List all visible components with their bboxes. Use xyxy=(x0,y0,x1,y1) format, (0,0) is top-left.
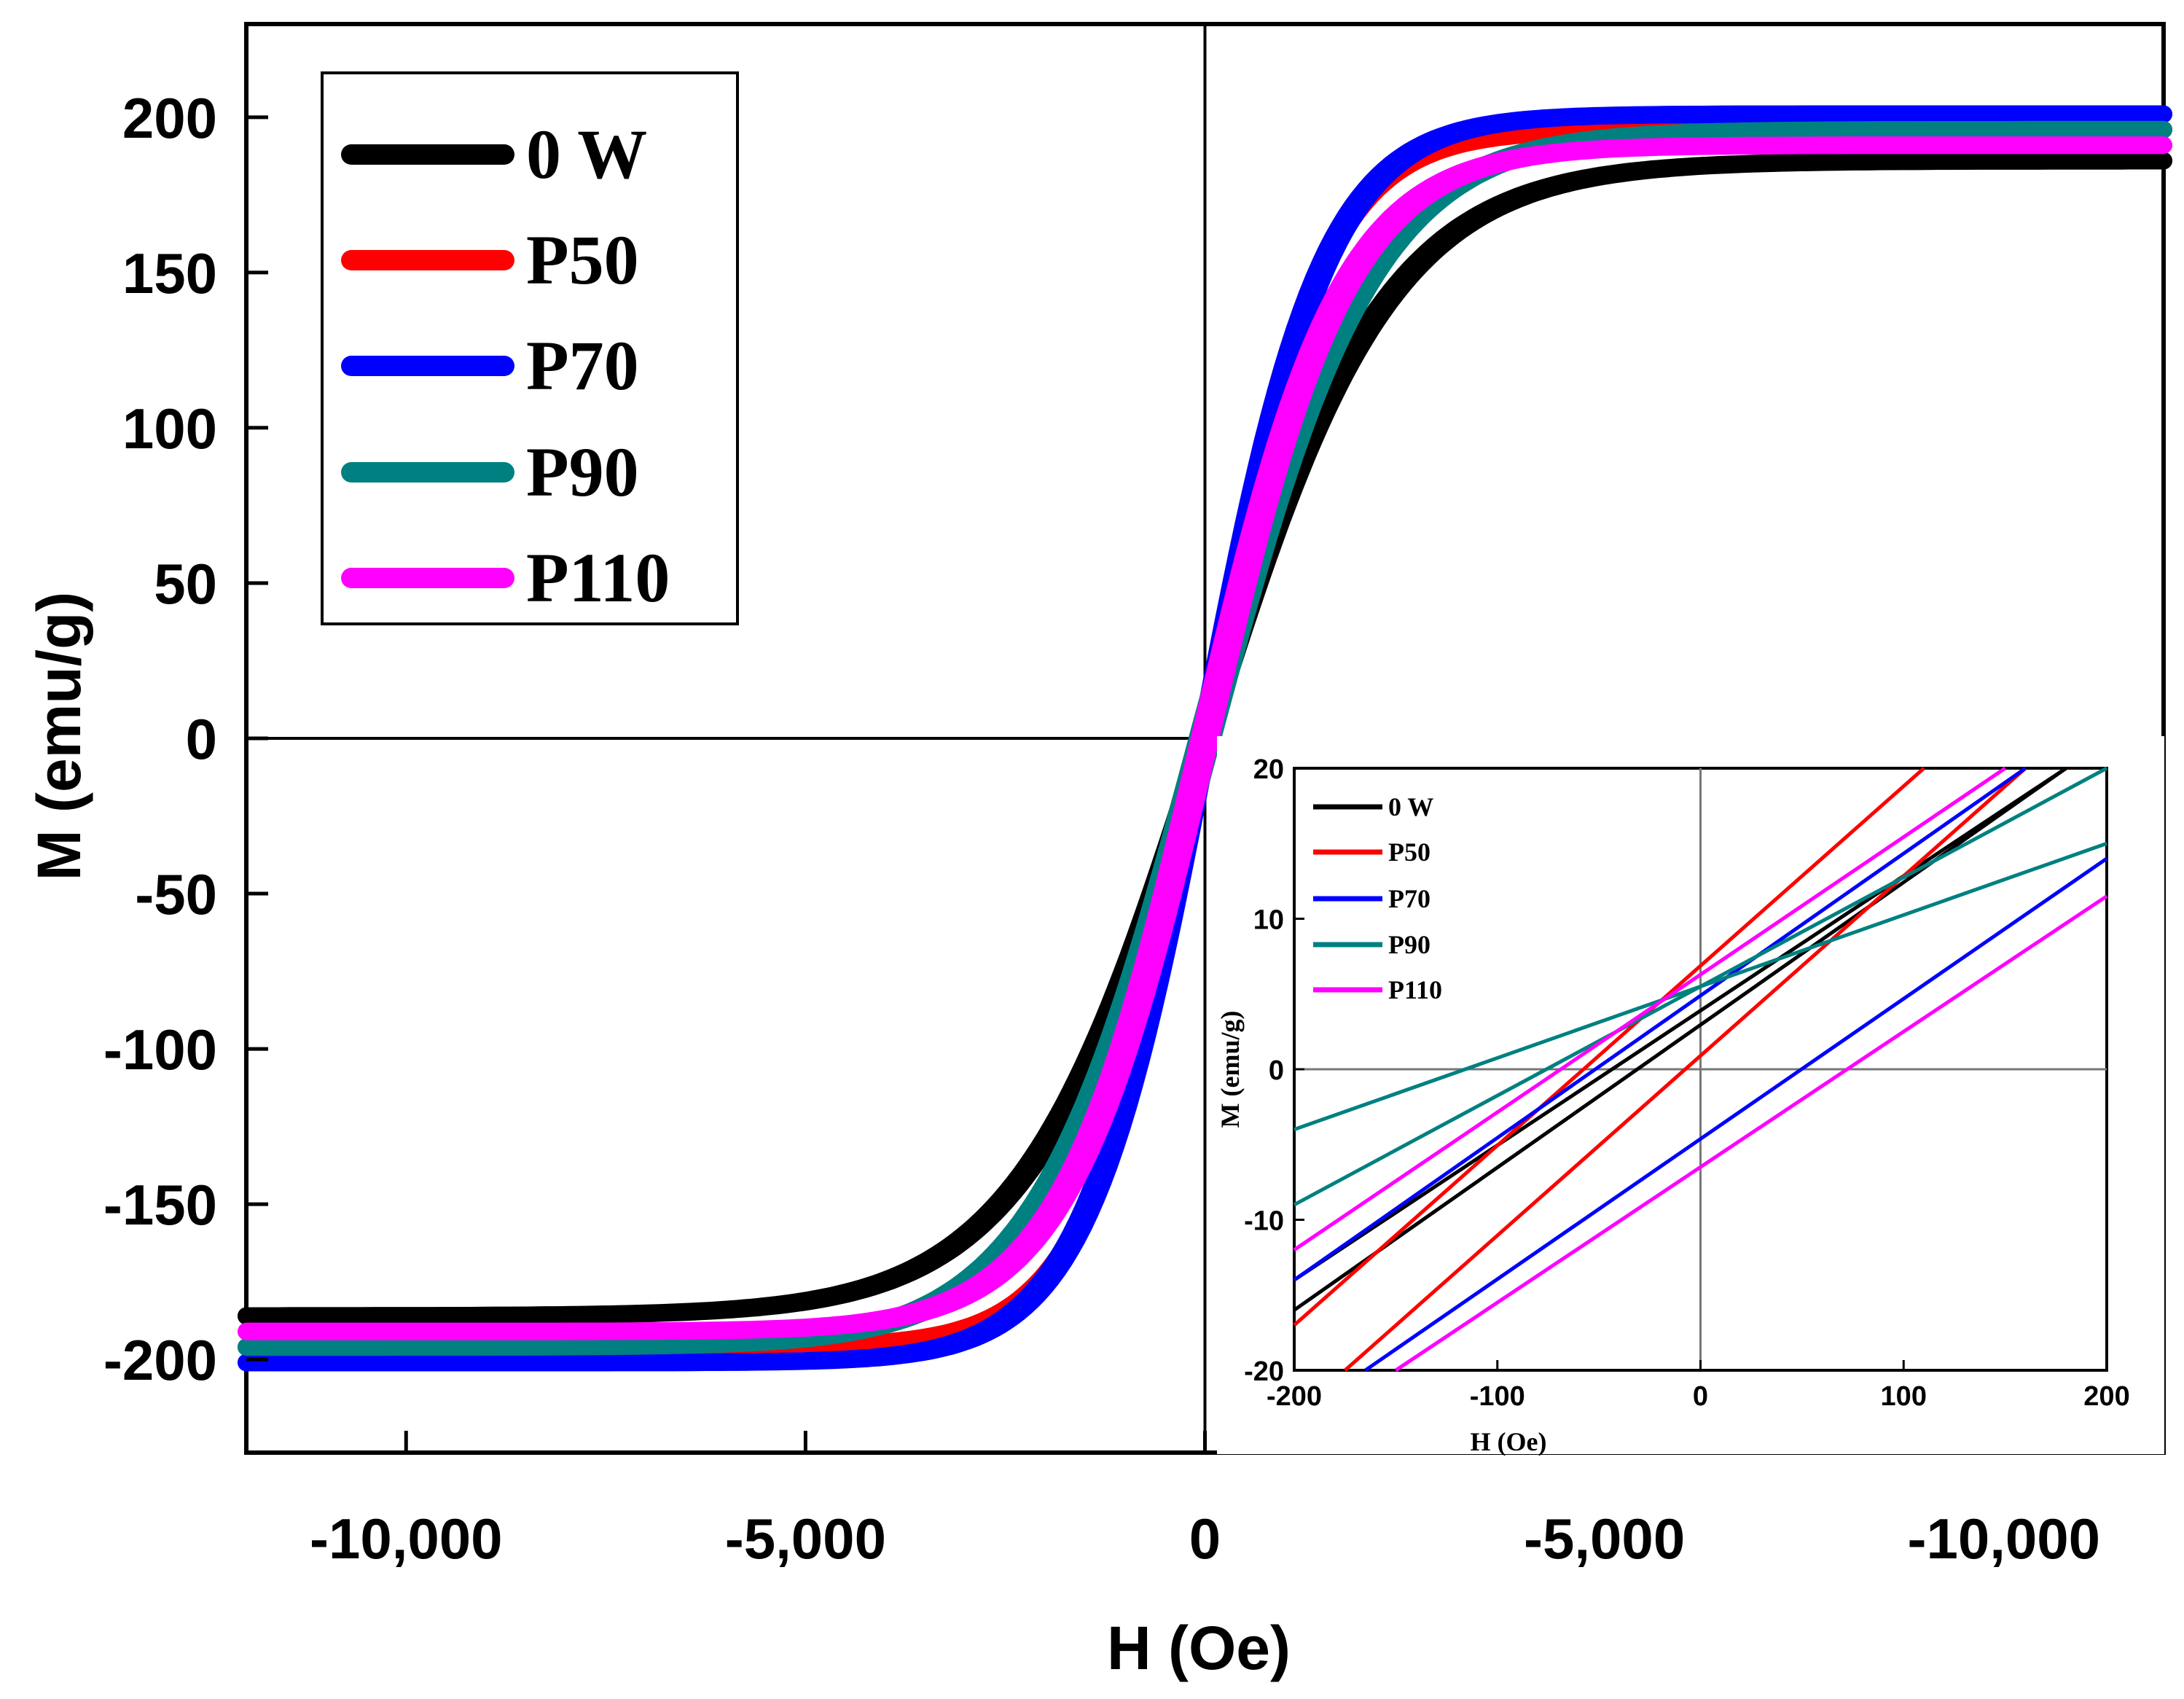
main-y-axis-title: M (emu/g) xyxy=(25,592,93,881)
main-legend: 0 W P50 P70 P90 P110 xyxy=(321,71,739,625)
inset-curve-p110 xyxy=(1293,766,2108,1372)
inset-legend-item: P90 xyxy=(1313,930,1430,959)
inset-legend: 0 W P50 P70 P90 P110 xyxy=(1313,792,1442,1004)
inset-x-ticks: -200 -100 0 100 200 xyxy=(1267,1360,2130,1412)
legend-item: P50 xyxy=(341,221,639,299)
inset-zero-lines xyxy=(1294,768,2107,1370)
inset-x-tick-label: 100 xyxy=(1881,1381,1927,1412)
inset-branch xyxy=(1394,894,2108,1372)
descending-branch xyxy=(238,136,2172,1340)
inset-curve-p70 xyxy=(1293,766,2108,1372)
inset-x-axis-title: H (Oe) xyxy=(1471,1427,1547,1456)
inset-branch xyxy=(1293,766,2027,1282)
legend-label: P90 xyxy=(526,433,639,511)
inset-legend-item: P110 xyxy=(1313,975,1442,1004)
inset-x-tick-label: 200 xyxy=(2083,1381,2129,1412)
inset-curve-p90 xyxy=(1293,766,2108,1207)
inset-y-tick-label: -20 xyxy=(1244,1356,1284,1387)
y-tick-label: 50 xyxy=(154,552,217,616)
inset-branch xyxy=(1293,766,2067,1282)
inset-branch xyxy=(1364,856,2108,1372)
inset-legend-item: P70 xyxy=(1313,884,1430,913)
legend-label: 0 W xyxy=(526,115,647,193)
legend-item: P110 xyxy=(341,539,670,617)
inset-branch xyxy=(1293,767,1925,1327)
inset-y-ticks: 20 10 0 -10 -20 xyxy=(1244,754,1304,1387)
inset-branch xyxy=(1293,766,2007,1251)
main-y-ticks: 200 150 100 50 0 -50 -100 -150 -200 xyxy=(103,86,268,1392)
main-x-axis-title: H (Oe) xyxy=(1107,1614,1291,1682)
curve-p110 xyxy=(238,136,2172,1340)
legend-label: P110 xyxy=(526,539,670,617)
main-x-ticks: -10,000 -5,000 0 -5,000 -10,000 xyxy=(310,1431,2100,1571)
x-tick-label: -10,000 xyxy=(310,1507,503,1571)
x-tick-label: -5,000 xyxy=(1524,1507,1685,1571)
main-curves xyxy=(238,105,2172,1372)
inset-y-tick-label: 20 xyxy=(1253,754,1284,785)
inset-branch xyxy=(1293,766,2108,1207)
inset-y-tick-label: -10 xyxy=(1244,1206,1284,1237)
inset-legend-label: P50 xyxy=(1388,837,1430,867)
legend-item: P70 xyxy=(341,327,639,405)
inset-curve-p50 xyxy=(1293,767,2027,1372)
y-tick-label: 100 xyxy=(122,397,217,461)
inset-legend-item: P50 xyxy=(1313,837,1430,867)
inset-curves xyxy=(1293,766,2108,1372)
inset-branch xyxy=(1344,767,2027,1372)
inset-legend-item: 0 W xyxy=(1313,792,1433,821)
x-tick-label: 0 xyxy=(1189,1507,1221,1571)
inset-legend-label: 0 W xyxy=(1388,792,1433,821)
inset-legend-label: P90 xyxy=(1388,930,1430,959)
inset-legend-label: P70 xyxy=(1388,884,1430,913)
legend-label: P70 xyxy=(526,327,639,405)
inset-y-axis-title: M (emu/g) xyxy=(1216,1011,1245,1128)
y-tick-label: 200 xyxy=(122,86,217,150)
inset-x-tick-label: -100 xyxy=(1470,1381,1525,1412)
y-tick-label: 0 xyxy=(186,707,217,771)
x-tick-label: -10,000 xyxy=(1907,1507,2100,1571)
x-tick-label: -5,000 xyxy=(725,1507,886,1571)
y-tick-label: -200 xyxy=(103,1328,217,1392)
inset-y-tick-label: 0 xyxy=(1269,1055,1284,1086)
inset-x-tick-label: -200 xyxy=(1267,1381,1322,1412)
inset-y-tick-label: 10 xyxy=(1253,905,1284,936)
legend-label: P50 xyxy=(526,221,639,299)
y-tick-label: -50 xyxy=(135,862,217,926)
legend-item: 0 W xyxy=(341,115,647,193)
legend-item: P90 xyxy=(341,433,639,511)
y-tick-label: 150 xyxy=(122,241,217,305)
y-tick-label: -150 xyxy=(103,1173,217,1237)
inset-legend-label: P110 xyxy=(1388,975,1442,1004)
y-tick-label: -100 xyxy=(103,1018,217,1082)
inset-x-tick-label: 0 xyxy=(1693,1381,1708,1412)
